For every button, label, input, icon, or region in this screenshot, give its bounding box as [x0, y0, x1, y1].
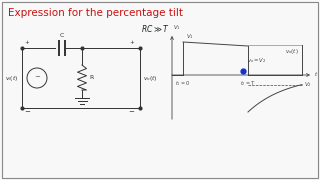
Text: $V_1$: $V_1$	[173, 23, 181, 32]
Text: −: −	[128, 109, 134, 115]
Text: C: C	[60, 33, 64, 38]
Text: Expression for the percentage tilt: Expression for the percentage tilt	[8, 8, 183, 18]
Text: $RC \gg T$: $RC \gg T$	[140, 23, 169, 34]
Text: ~: ~	[34, 75, 40, 80]
Text: −: −	[24, 109, 30, 115]
Text: $v_o(t)$: $v_o(t)$	[143, 73, 157, 82]
Text: $V_1$: $V_1$	[186, 32, 194, 41]
Text: +: +	[24, 40, 29, 45]
Text: $v_i(t)$: $v_i(t)$	[5, 73, 18, 82]
Text: $t_1=0$: $t_1=0$	[175, 79, 190, 88]
Text: +: +	[129, 40, 134, 45]
Text: $v_o=V_2$: $v_o=V_2$	[247, 56, 267, 65]
Text: R: R	[89, 75, 93, 80]
Text: t: t	[315, 71, 317, 76]
Text: $V_2$: $V_2$	[304, 80, 312, 89]
Text: $t_2=T$: $t_2=T$	[240, 79, 256, 88]
Text: $v_o(t)$: $v_o(t)$	[285, 47, 299, 56]
